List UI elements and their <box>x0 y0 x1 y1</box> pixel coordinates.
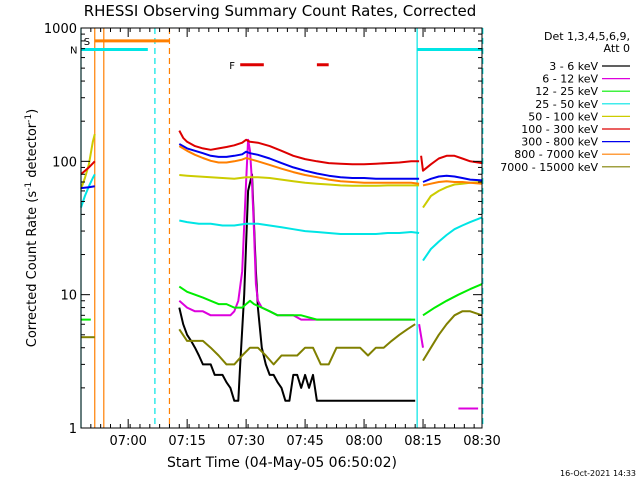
x-tick-label: 07:45 <box>286 434 323 449</box>
y-axis-label-exp1: -1 <box>24 182 34 191</box>
series-line <box>179 174 420 187</box>
x-tick-label: 07:30 <box>227 434 264 449</box>
y-axis-label-main: Corrected Count Rate (s <box>25 191 40 348</box>
series-line <box>422 310 483 362</box>
flag-label: N <box>70 45 77 56</box>
y-tick-label: 1000 <box>44 22 77 37</box>
series-line <box>178 143 420 180</box>
plot-area: SN F <box>70 28 484 428</box>
series-line <box>80 185 95 190</box>
y-axis-label-end: ) <box>25 109 40 114</box>
series-line <box>178 130 420 166</box>
legend-label: 100 - 300 keV <box>521 123 598 136</box>
legend-label: 12 - 25 keV <box>535 85 598 98</box>
series-line <box>420 154 483 172</box>
x-tick-label: 08:00 <box>345 434 382 449</box>
series-line <box>179 219 420 235</box>
series-5 <box>80 130 483 176</box>
chart-title: RHESSI Observing Summary Count Rates, Co… <box>84 2 477 20</box>
x-tick-label: 08:30 <box>463 434 500 449</box>
x-tick-label: 08:15 <box>404 434 441 449</box>
x-axis-label: Start Time (04-May-05 06:50:02) <box>167 455 397 471</box>
series-line <box>178 145 420 185</box>
legend-label: 6 - 12 keV <box>542 73 598 86</box>
timestamp: 16-Oct-2021 14:33 <box>560 469 636 478</box>
series-line <box>422 180 483 187</box>
y-tick-label: 1 <box>69 422 77 437</box>
series-line <box>422 283 483 317</box>
y-axis-label-mid: detector <box>25 122 40 182</box>
legend-header-2: Att 0 <box>604 42 630 55</box>
legend-label: 300 - 800 keV <box>521 136 598 149</box>
y-axis: 1 10 100 1000 <box>44 22 482 437</box>
series-line <box>178 285 416 321</box>
series-6 <box>80 143 483 190</box>
y-axis-label: Corrected Count Rate (s-1 detector-1) <box>24 109 40 347</box>
plot-frame <box>80 27 483 429</box>
series-line <box>418 324 424 348</box>
series-line <box>178 323 416 366</box>
series-0 <box>178 173 416 402</box>
legend-label: 50 - 100 keV <box>528 110 598 123</box>
x-tick-label: 07:00 <box>109 434 146 449</box>
legend-label: 25 - 50 keV <box>535 98 598 111</box>
legend-header-1: Det 1,3,4,5,6,9, <box>544 30 630 43</box>
x-tick-label: 07:15 <box>168 434 205 449</box>
legend-label: 800 - 7000 keV <box>514 148 598 161</box>
series-2 <box>81 283 483 321</box>
series-8 <box>81 310 483 366</box>
flag-label: S <box>84 37 90 48</box>
y-axis-label-exp2: -1 <box>24 114 34 123</box>
y-tick-label: 100 <box>52 155 77 170</box>
legend-label: 7000 - 15000 keV <box>500 161 598 174</box>
series-line <box>178 173 416 402</box>
y-tick-label: 10 <box>60 289 77 304</box>
series-7 <box>178 145 483 187</box>
legend-label: 3 - 6 keV <box>549 60 598 73</box>
series-line <box>80 160 96 176</box>
series-line <box>422 174 483 183</box>
series-line <box>422 216 483 262</box>
flag-label: F <box>229 61 235 72</box>
x-axis: 07:00 07:15 07:30 07:45 08:00 08:15 08:30 <box>80 28 501 449</box>
